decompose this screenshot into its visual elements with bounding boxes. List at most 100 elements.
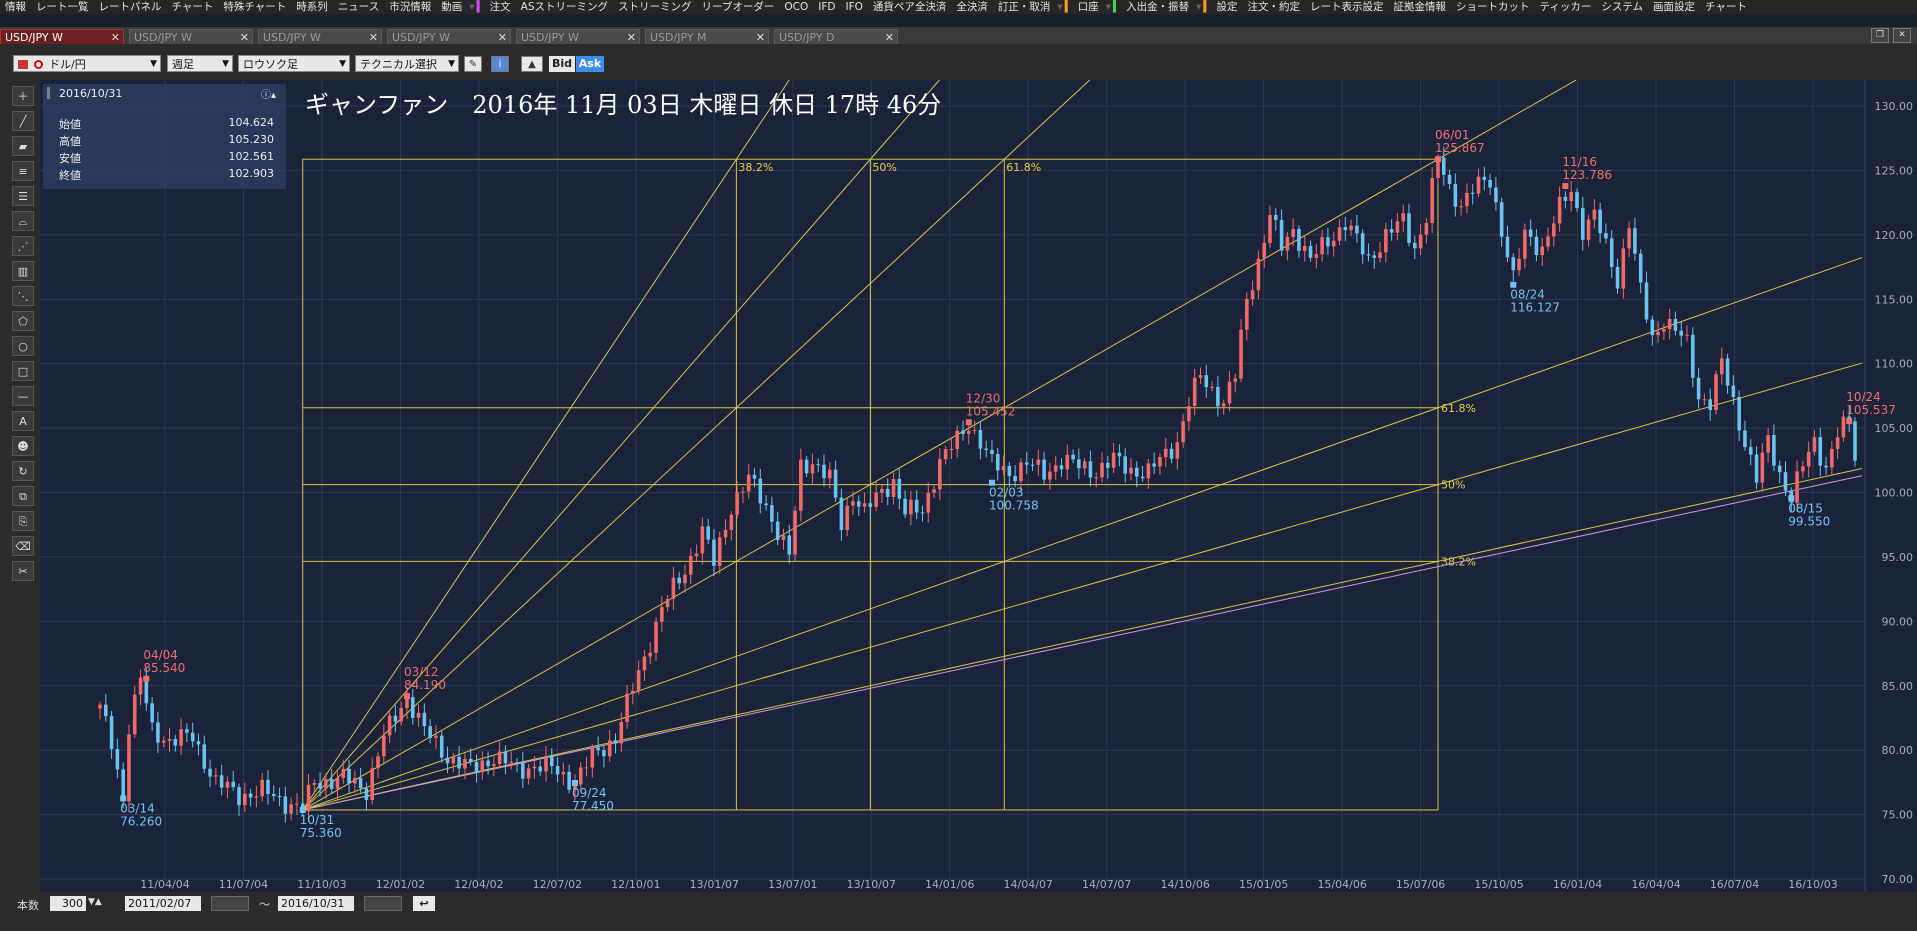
menu-item[interactable]: レートパネル bbox=[98, 1, 162, 13]
rectangle-icon[interactable]: □ bbox=[12, 361, 34, 381]
close-tab-icon[interactable]: ✕ bbox=[368, 31, 378, 44]
menu-item[interactable]: レート表示設定 bbox=[1309, 1, 1384, 13]
horizontal-line-icon[interactable]: — bbox=[12, 386, 34, 406]
menu-item[interactable]: IFD bbox=[818, 1, 836, 13]
menu-item[interactable]: 全決済 bbox=[956, 1, 988, 13]
close-tab-icon[interactable]: ✕ bbox=[497, 31, 507, 44]
currency-pair-select[interactable]: ドル/円 ▼ bbox=[13, 55, 161, 72]
candle-body bbox=[1714, 374, 1718, 411]
start-time-input[interactable] bbox=[211, 896, 249, 911]
eraser-icon[interactable]: ⌫ bbox=[12, 536, 34, 556]
mountain-chart-icon[interactable]: ▲ bbox=[521, 56, 543, 72]
menu-item[interactable]: ショートカット bbox=[1455, 1, 1530, 13]
menu-item[interactable]: リーブオーダー bbox=[701, 1, 775, 13]
menu-item[interactable]: ティッカー bbox=[1539, 1, 1592, 13]
copy-icon[interactable]: ⧉ bbox=[12, 486, 34, 506]
menu-item[interactable]: 動画 bbox=[441, 1, 463, 13]
candle-body bbox=[1216, 386, 1220, 407]
reload-icon[interactable]: ↩ bbox=[413, 896, 435, 911]
menu-item[interactable]: ASストリーミング bbox=[520, 1, 609, 13]
arc-icon[interactable]: ⌓ bbox=[12, 211, 34, 231]
close-tab-icon[interactable]: ✕ bbox=[755, 31, 765, 44]
menu-item[interactable]: ニュース bbox=[337, 1, 380, 13]
annotation-price: 77.450 bbox=[572, 799, 614, 813]
menu-group-marker-icon[interactable]: ▍ bbox=[1203, 1, 1212, 13]
menu-item[interactable]: チャート bbox=[171, 1, 214, 13]
bar-count-input[interactable]: 300 bbox=[50, 896, 86, 911]
fibonacci-icon[interactable]: ☰ bbox=[12, 186, 34, 206]
pencil-icon[interactable]: ✎ bbox=[464, 56, 482, 72]
menu-item[interactable]: 口座 bbox=[1077, 1, 1099, 13]
menu-group-marker-icon[interactable]: ▍ bbox=[1064, 1, 1073, 13]
menu-item[interactable]: 情報 bbox=[5, 1, 26, 13]
menu-item[interactable]: 通貨ペア全決済 bbox=[872, 1, 947, 13]
menu-item[interactable]: 注文・約定 bbox=[1247, 1, 1300, 13]
start-date-input[interactable]: 2011/02/07 bbox=[125, 896, 201, 911]
chart-style-select[interactable]: ロウソク足 ▼ bbox=[238, 55, 350, 72]
gann-fan-icon[interactable]: ⋱ bbox=[12, 286, 34, 306]
menu-item[interactable]: 特殊チャート bbox=[223, 1, 287, 13]
ruler-icon[interactable]: ▰ bbox=[12, 136, 34, 156]
menu-item[interactable]: IFO bbox=[845, 1, 863, 13]
emoji-icon[interactable]: ☻ bbox=[12, 436, 34, 456]
x-tick-label: 16/04/04 bbox=[1631, 878, 1680, 891]
gann-fan-lines: 38.2%38.2%50%50%61.8%61.8% bbox=[302, 80, 1863, 811]
ask-button[interactable]: Ask bbox=[576, 56, 604, 72]
redo-icon[interactable]: ↻ bbox=[12, 461, 34, 481]
menu-item[interactable]: ストリーミング bbox=[618, 1, 692, 13]
menu-group-marker-icon[interactable]: ▍ bbox=[476, 1, 485, 13]
trendline-icon[interactable]: ╱ bbox=[12, 111, 34, 131]
menu-item[interactable]: レート一覧 bbox=[36, 1, 89, 13]
close-tab-icon[interactable]: ✕ bbox=[110, 31, 120, 44]
menu-item[interactable]: チャート bbox=[1705, 1, 1747, 13]
delete-all-icon[interactable]: ✂ bbox=[12, 561, 34, 581]
menu-group-marker-icon[interactable]: ▍ bbox=[1113, 1, 1122, 13]
bid-button[interactable]: Bid bbox=[549, 56, 575, 72]
vertical-lines-icon[interactable]: ▥ bbox=[12, 261, 34, 281]
menu-item[interactable]: 時系列 bbox=[296, 1, 328, 13]
candle-body bbox=[376, 756, 380, 769]
menu-item[interactable]: 証拠金情報 bbox=[1393, 1, 1446, 13]
chart-tab[interactable]: USD/JPY W ✕ bbox=[516, 29, 640, 44]
candle-body bbox=[596, 747, 600, 751]
period-select[interactable]: 週足 ▼ bbox=[167, 55, 233, 72]
chart-tab[interactable]: USD/JPY D ✕ bbox=[774, 29, 898, 44]
menu-item[interactable]: 市況情報 bbox=[389, 1, 432, 13]
candle-body bbox=[1256, 258, 1261, 291]
menu-item[interactable]: システム bbox=[1601, 1, 1644, 13]
menu-item[interactable]: 訂正・取消 bbox=[997, 1, 1051, 13]
chart-tab[interactable]: USD/JPY W ✕ bbox=[387, 29, 511, 44]
text-tool-icon[interactable]: A bbox=[12, 411, 34, 431]
menu-item[interactable]: OCO bbox=[784, 1, 809, 13]
close-window-icon[interactable]: ✕ bbox=[1893, 28, 1911, 43]
technical-select[interactable]: テクニカル選択 ▼ bbox=[355, 55, 459, 72]
price-chart[interactable]: 38.2%38.2%50%50%61.8%61.8% 130.00125.001… bbox=[40, 80, 1917, 892]
end-time-input[interactable] bbox=[364, 896, 402, 911]
y-tick-label: 70.00 bbox=[1882, 873, 1914, 886]
candle-body bbox=[665, 598, 670, 608]
chart-tab[interactable]: USD/JPY W ✕ bbox=[0, 29, 124, 44]
crosshair-icon[interactable]: ＋ bbox=[12, 86, 34, 106]
circle-icon[interactable]: ○ bbox=[12, 336, 34, 356]
close-tab-icon[interactable]: ✕ bbox=[884, 31, 894, 44]
menu-item[interactable]: 注文 bbox=[489, 1, 511, 13]
fan-icon[interactable]: ⋰ bbox=[12, 236, 34, 256]
drag-handle-icon[interactable] bbox=[47, 87, 50, 99]
stepper-icon[interactable]: ▼▲ bbox=[88, 897, 102, 907]
menu-item[interactable]: 設定 bbox=[1216, 1, 1238, 13]
paste-icon[interactable]: ⎘ bbox=[12, 511, 34, 531]
menu-item[interactable]: 入出金・振替 bbox=[1126, 1, 1190, 13]
restore-window-icon[interactable]: ❐ bbox=[1871, 28, 1889, 43]
menu-item[interactable]: 画面設定 bbox=[1653, 1, 1696, 13]
chart-tab[interactable]: USD/JPY W ✕ bbox=[258, 29, 382, 44]
info-icon[interactable]: i bbox=[491, 56, 509, 72]
chart-tab[interactable]: USD/JPY W ✕ bbox=[129, 29, 253, 44]
pentagon-icon[interactable]: ⬠ bbox=[12, 311, 34, 331]
chart-tab[interactable]: USD/JPY M ✕ bbox=[645, 29, 769, 44]
info-toggle-icon[interactable]: ⓘ▴ bbox=[260, 90, 276, 101]
horizontal-lines-icon[interactable]: ≡ bbox=[12, 161, 34, 181]
close-tab-icon[interactable]: ✕ bbox=[626, 31, 636, 44]
close-tab-icon[interactable]: ✕ bbox=[239, 31, 249, 44]
chevron-down-icon: ▼ bbox=[448, 59, 455, 69]
end-date-input[interactable]: 2016/10/31 bbox=[278, 896, 354, 911]
